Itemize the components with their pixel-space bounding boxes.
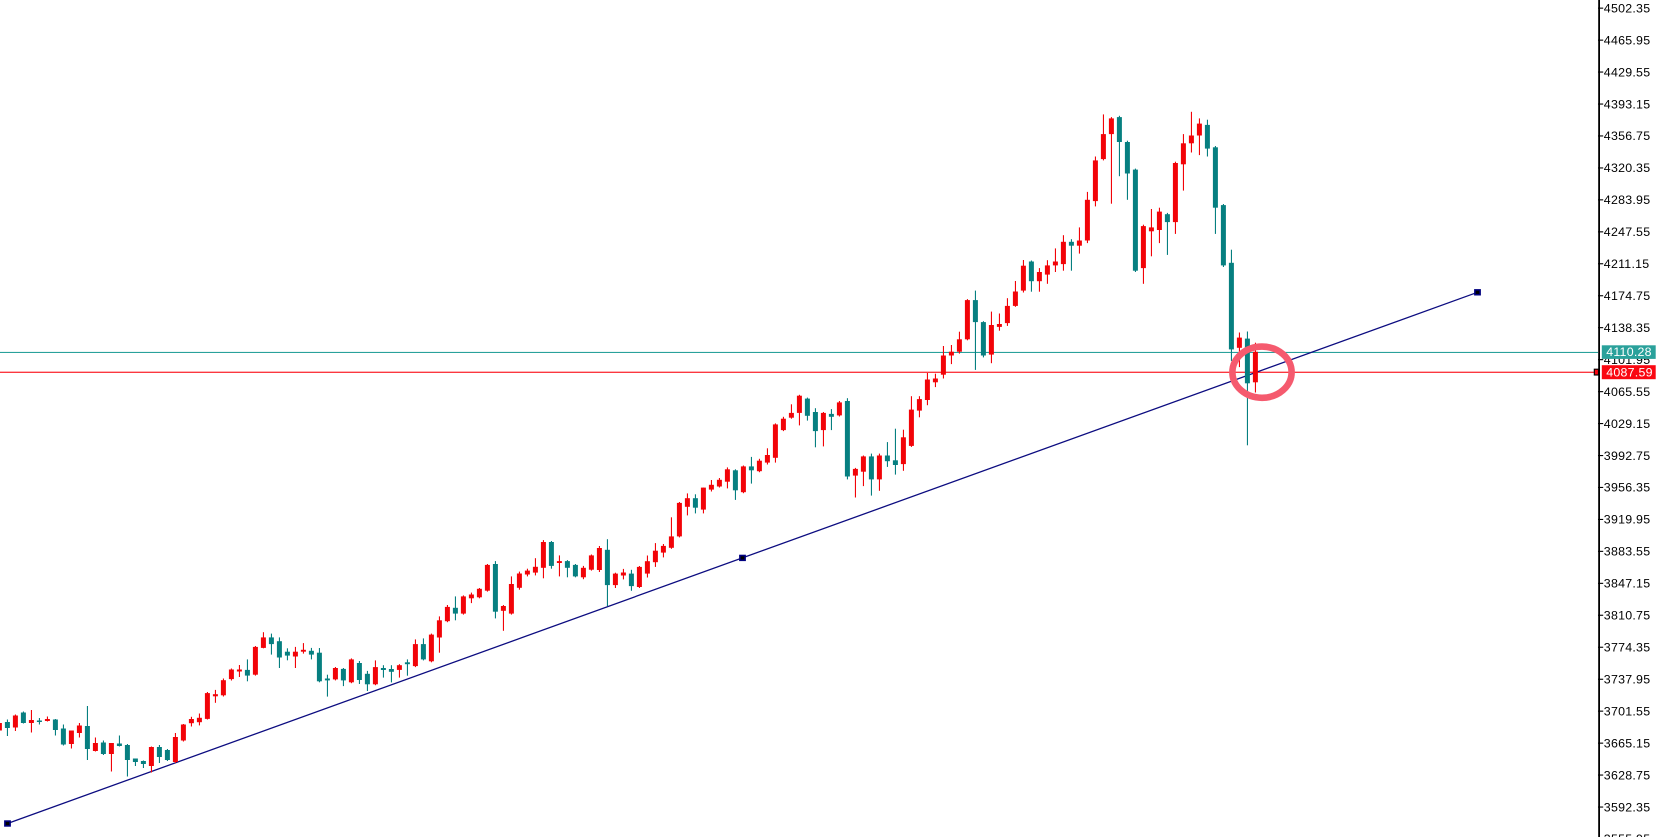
svg-text:4087.59: 4087.59	[1606, 366, 1653, 380]
svg-text:4065.55: 4065.55	[1604, 385, 1651, 399]
svg-text:4138.35: 4138.35	[1604, 321, 1651, 335]
svg-text:3701.55: 3701.55	[1604, 704, 1651, 718]
svg-text:4174.75: 4174.75	[1604, 289, 1651, 303]
svg-text:4429.55: 4429.55	[1604, 65, 1651, 79]
svg-text:4029.15: 4029.15	[1604, 417, 1651, 431]
svg-text:3592.35: 3592.35	[1604, 800, 1651, 814]
svg-text:4211.15: 4211.15	[1604, 257, 1650, 271]
svg-text:4502.35: 4502.35	[1604, 1, 1651, 15]
svg-text:3737.95: 3737.95	[1604, 673, 1651, 687]
svg-text:3956.35: 3956.35	[1604, 481, 1651, 495]
svg-text:4247.55: 4247.55	[1604, 225, 1651, 239]
svg-text:3665.15: 3665.15	[1604, 736, 1651, 750]
svg-text:4465.95: 4465.95	[1604, 33, 1651, 47]
svg-text:4320.35: 4320.35	[1604, 161, 1651, 175]
svg-text:3883.55: 3883.55	[1604, 545, 1651, 559]
svg-text:3810.75: 3810.75	[1604, 609, 1651, 623]
svg-text:4283.95: 4283.95	[1604, 193, 1651, 207]
svg-text:3919.95: 3919.95	[1604, 513, 1651, 527]
svg-text:3847.15: 3847.15	[1604, 577, 1651, 591]
svg-text:3774.35: 3774.35	[1604, 641, 1651, 655]
svg-text:4356.75: 4356.75	[1604, 129, 1651, 143]
svg-text:4110.28: 4110.28	[1606, 345, 1652, 359]
svg-text:4393.15: 4393.15	[1604, 97, 1651, 111]
svg-text:3992.75: 3992.75	[1604, 449, 1651, 463]
svg-text:3628.75: 3628.75	[1604, 768, 1651, 782]
svg-text:3555.95: 3555.95	[1604, 832, 1651, 837]
